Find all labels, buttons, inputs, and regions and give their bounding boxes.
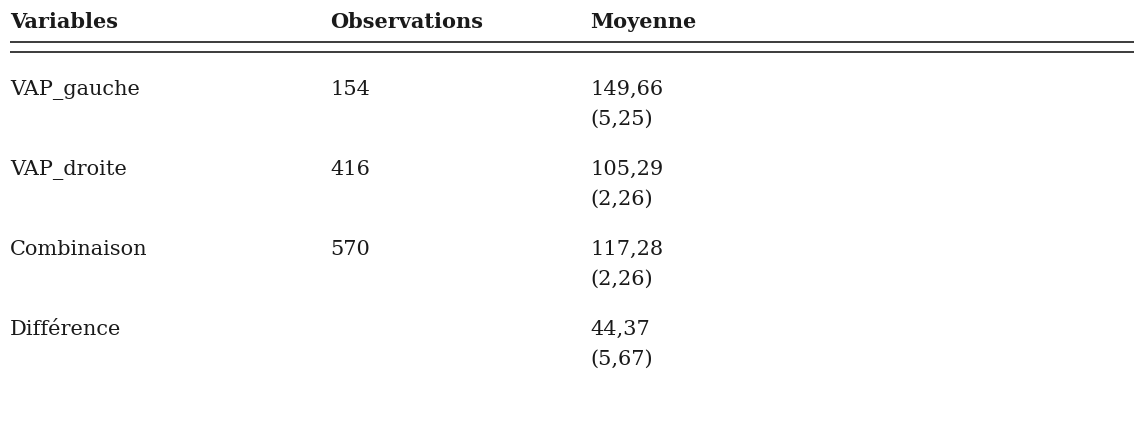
Text: Observations: Observations bbox=[329, 12, 483, 32]
Text: 570: 570 bbox=[329, 240, 370, 259]
Text: Différence: Différence bbox=[10, 320, 121, 339]
Text: (2,26): (2,26) bbox=[590, 270, 652, 289]
Text: VAP_droite: VAP_droite bbox=[10, 160, 127, 180]
Text: Variables: Variables bbox=[10, 12, 118, 32]
Text: 154: 154 bbox=[329, 80, 370, 99]
Text: (5,25): (5,25) bbox=[590, 110, 652, 129]
Text: 105,29: 105,29 bbox=[590, 160, 664, 179]
Text: VAP_gauche: VAP_gauche bbox=[10, 80, 140, 100]
Text: 44,37: 44,37 bbox=[590, 320, 650, 339]
Text: 117,28: 117,28 bbox=[590, 240, 664, 259]
Text: (5,67): (5,67) bbox=[590, 350, 652, 369]
Text: 416: 416 bbox=[329, 160, 370, 179]
Text: 149,66: 149,66 bbox=[590, 80, 664, 99]
Text: Moyenne: Moyenne bbox=[590, 12, 697, 32]
Text: Combinaison: Combinaison bbox=[10, 240, 148, 259]
Text: (2,26): (2,26) bbox=[590, 190, 652, 209]
